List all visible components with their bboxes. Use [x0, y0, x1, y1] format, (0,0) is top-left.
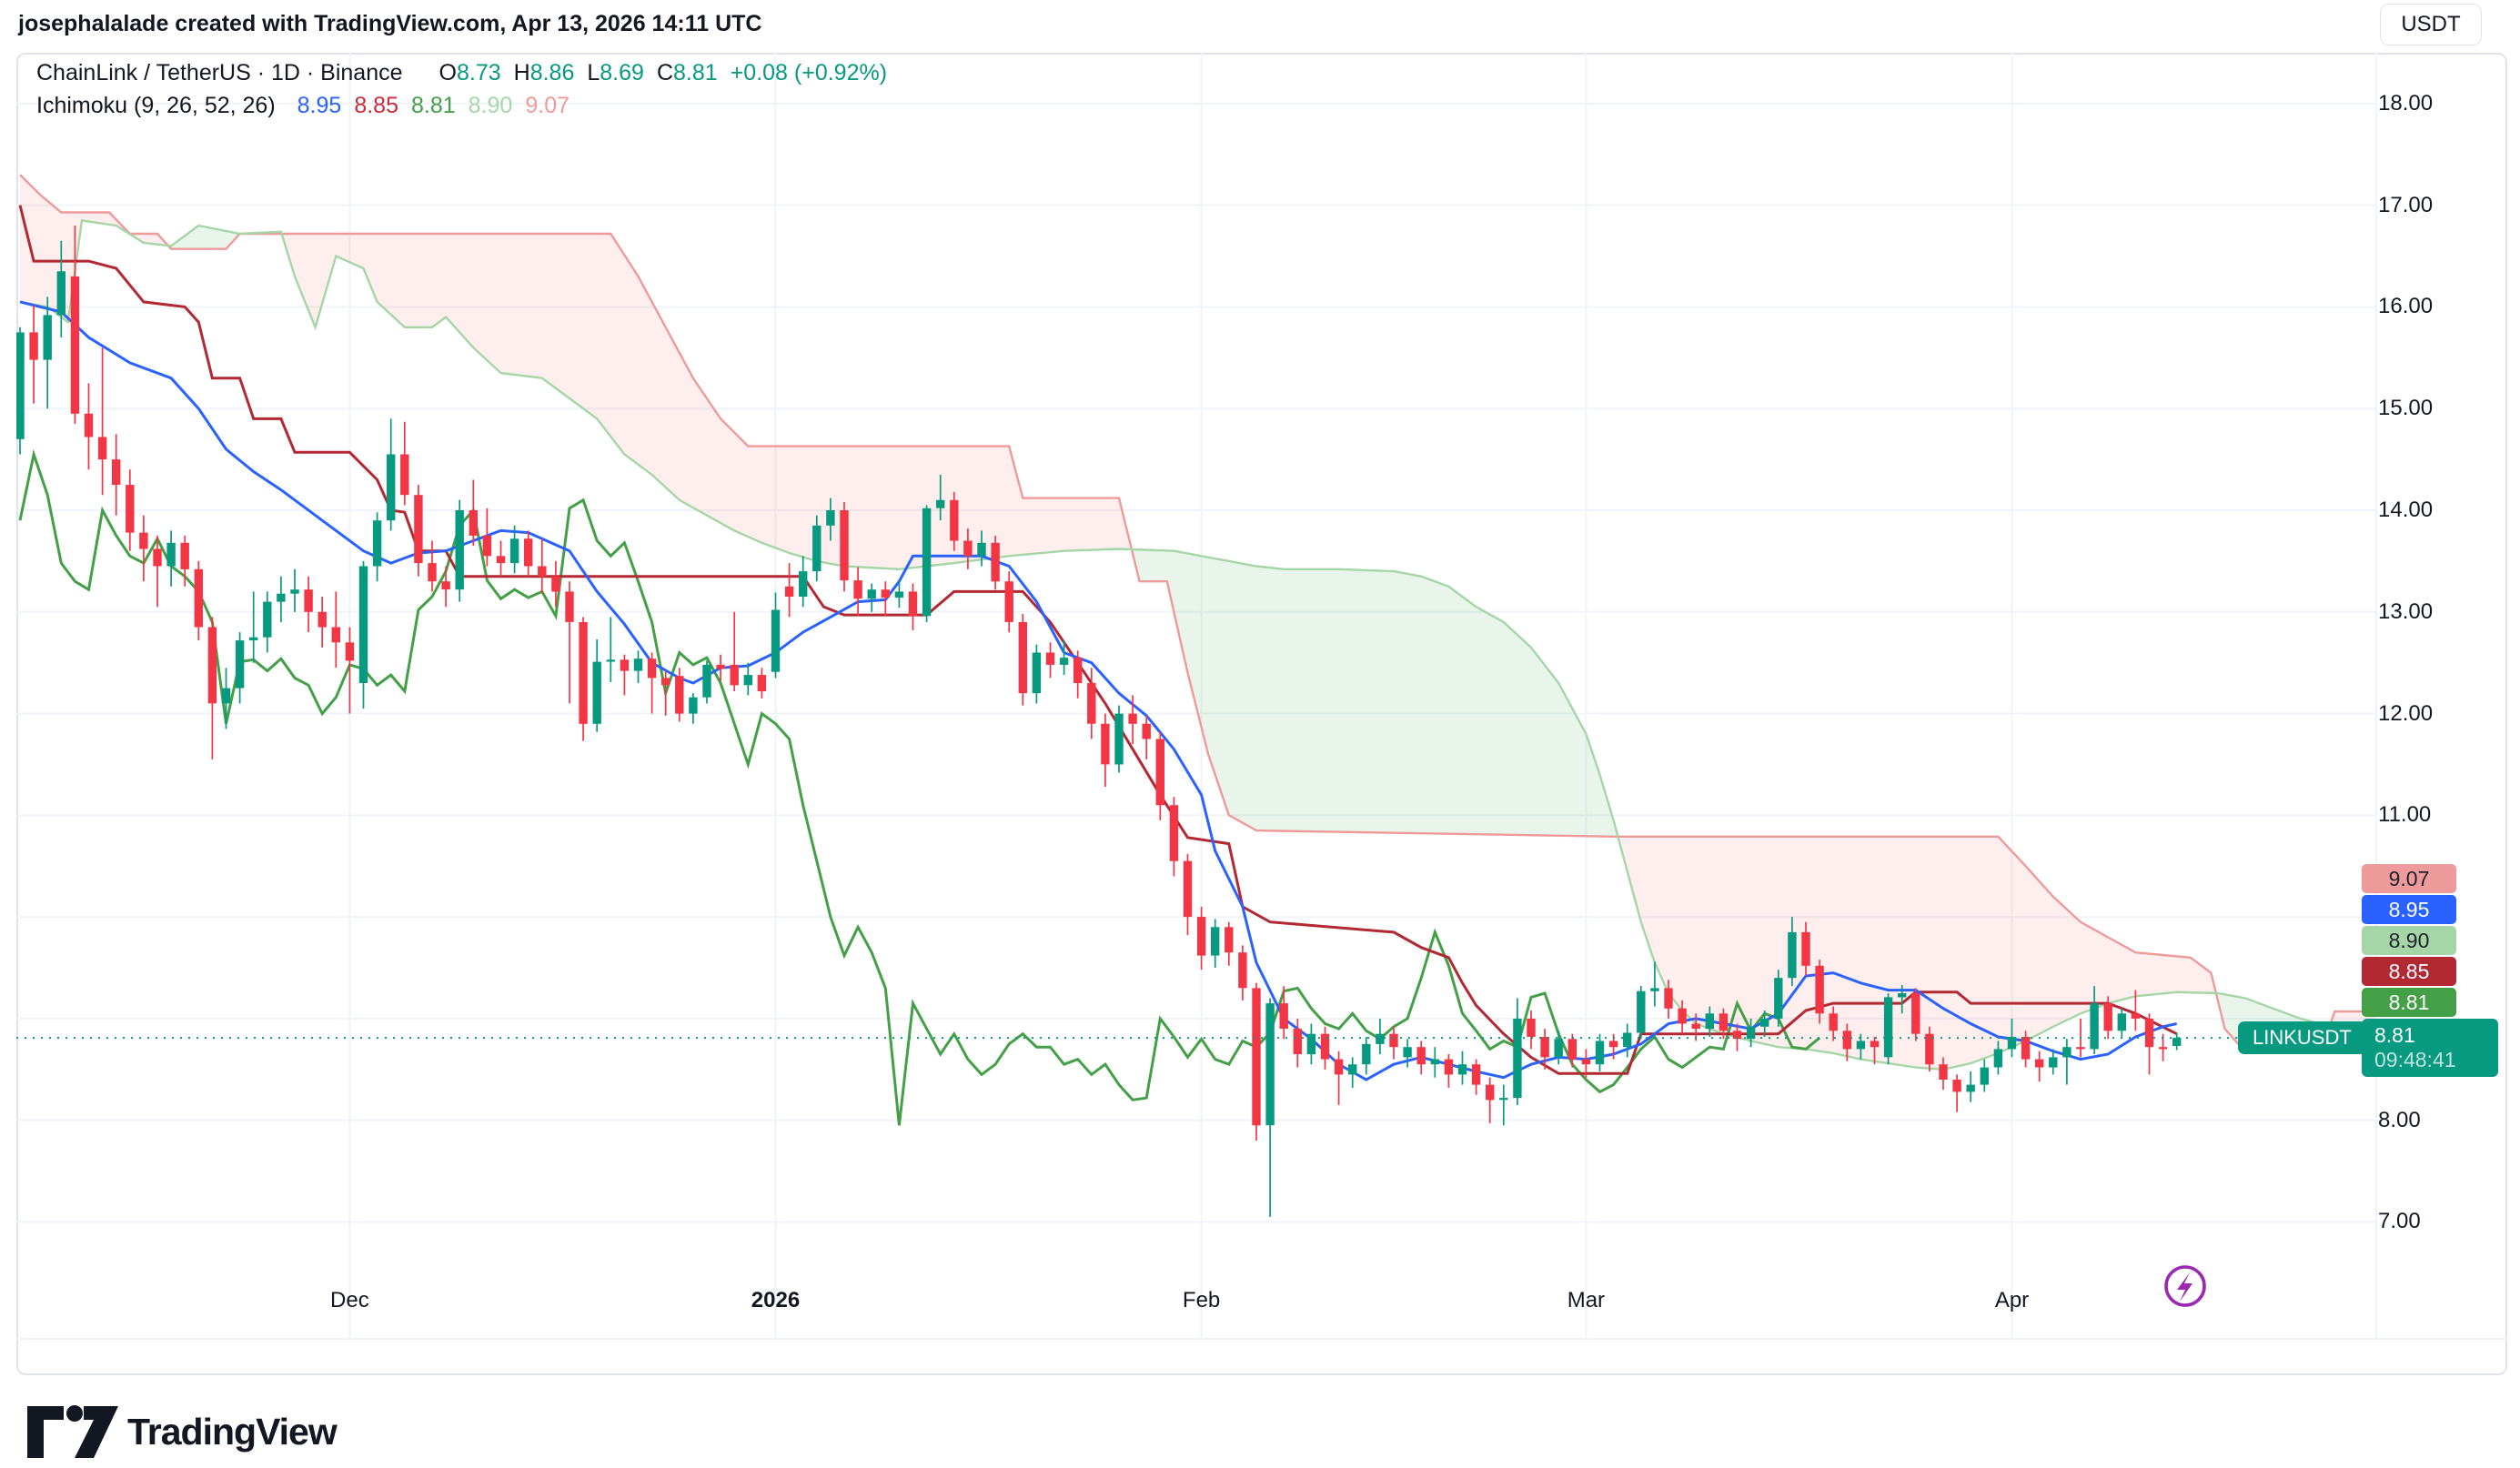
price-tick-label: 18.00: [2378, 90, 2434, 116]
indicator-price-tag: 8.85: [2362, 957, 2456, 987]
time-axis-label: Mar: [1567, 1288, 1606, 1312]
price-tick-label: 13.00: [2378, 598, 2434, 624]
lightning-circle: [2164, 1265, 2206, 1307]
indicator-price-tag: 8.81: [2362, 988, 2456, 1018]
price-tick-label: 11.00: [2378, 802, 2432, 828]
price-tick-label: 8.00: [2378, 1107, 2421, 1132]
chart-legend: ChainLink / TetherUS · 1D · Binance O8.73…: [36, 56, 887, 122]
symbol-title: ChainLink / TetherUS · 1D · Binance: [36, 60, 403, 85]
ohlc-value: 8.81: [673, 60, 718, 85]
price-tick-label: 17.00: [2378, 192, 2434, 217]
tradingview-logo-mark: [27, 1405, 118, 1458]
ohlc-values: O8.73 H8.86 L8.69 C8.81: [427, 60, 718, 85]
watermark-text: josephalalade created with TradingView.c…: [18, 11, 762, 36]
lightning-bolt-icon: [2177, 1272, 2192, 1302]
time-axis-label: Dec: [330, 1288, 369, 1312]
tradingview-logo[interactable]: TradingView: [25, 1401, 535, 1464]
indicator-values: 8.95 8.85 8.81 8.90 9.07: [285, 93, 570, 118]
change-value: +0.08 (+0.92%): [730, 60, 888, 85]
indicator-value: 8.95: [297, 93, 342, 118]
indicator-price-tag: 9.07: [2362, 864, 2456, 894]
ohlc-key: L: [587, 60, 600, 85]
price-tick-label: 7.00: [2378, 1209, 2421, 1234]
indicator-value: 8.90: [468, 93, 513, 118]
tradingview-logo-text: TradingView: [127, 1411, 338, 1453]
time-axis-label: Feb: [1182, 1288, 1221, 1312]
symbol-legend-row[interactable]: ChainLink / TetherUS · 1D · Binance O8.73…: [36, 56, 887, 89]
price-tick-label: 16.00: [2378, 294, 2434, 319]
indicator-value: 9.07: [525, 93, 570, 118]
price-line-symbol-label: LINKUSDT: [2238, 1021, 2366, 1055]
ohlc-key: C: [656, 60, 674, 85]
lightning-button[interactable]: [2145, 1246, 2225, 1326]
ohlc-value: 8.86: [529, 60, 575, 85]
price-tick-label: 12.00: [2378, 700, 2434, 726]
indicator-price-tag: 8.95: [2362, 895, 2456, 925]
ohlc-value: 8.69: [600, 60, 644, 85]
ohlc-key: O: [438, 60, 457, 85]
indicator-legend-row[interactable]: Ichimoku (9, 26, 52, 26) 8.95 8.85 8.81 8.90…: [36, 89, 887, 122]
ohlc-key: H: [513, 60, 530, 85]
last-price-value: 8.81: [2374, 1023, 2415, 1048]
ohlc-value: 8.73: [456, 60, 501, 85]
indicator-value: 8.85: [354, 93, 398, 118]
last-price-tag: 8.81 09:48:41: [2362, 1019, 2498, 1078]
price-tick-label: 14.00: [2378, 498, 2434, 522]
indicator-value: 8.81: [411, 93, 456, 118]
indicator-name: Ichimoku (9, 26, 52, 26): [36, 93, 276, 118]
indicator-price-tag: 8.90: [2362, 926, 2456, 956]
bar-countdown: 09:48:41: [2374, 1048, 2456, 1072]
price-tick-label: 15.00: [2378, 396, 2434, 421]
time-axis-label: Apr: [1994, 1288, 2030, 1312]
time-axis-label: 2026: [751, 1288, 801, 1312]
currency-toggle-button[interactable]: USDT: [2380, 4, 2482, 45]
